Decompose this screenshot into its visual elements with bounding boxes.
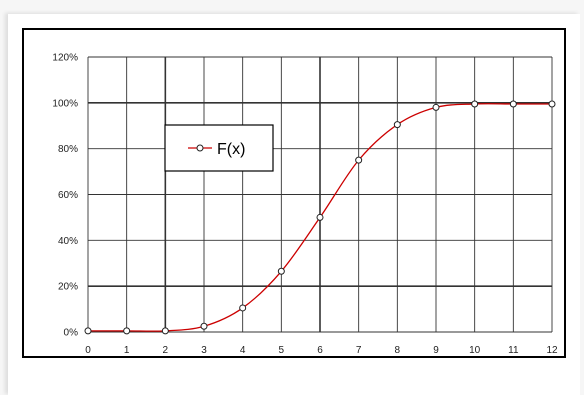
x-tick-label: 0: [85, 345, 91, 356]
data-point-marker: [124, 328, 130, 334]
data-point-marker: [201, 323, 207, 329]
y-tick-label: 20%: [58, 282, 78, 293]
y-tick-label: 80%: [58, 144, 78, 155]
x-tick-label: 11: [508, 345, 519, 356]
x-tick-label: 9: [433, 345, 439, 356]
y-tick-label: 0%: [64, 328, 79, 339]
data-point-marker: [394, 122, 400, 128]
y-axis-tick-labels: 0% 20% 40% 60% 80% 100% 120%: [52, 53, 78, 339]
x-tick-label: 5: [279, 345, 285, 356]
data-point-marker: [356, 157, 362, 163]
x-tick-label: 1: [124, 345, 130, 356]
x-tick-label: 7: [356, 345, 362, 356]
legend: F(x): [165, 125, 273, 171]
data-point-marker: [433, 104, 439, 110]
data-point-marker: [510, 101, 516, 107]
x-tick-label: 2: [163, 345, 169, 356]
x-axis-tick-labels: 0 1 2 3 4 5 6 7 8 9 10 11 12: [85, 345, 558, 356]
x-tick-label: 3: [201, 345, 207, 356]
x-tick-label: 8: [395, 345, 401, 356]
y-tick-label: 120%: [52, 53, 78, 64]
y-tick-label: 100%: [52, 98, 78, 109]
data-point-marker: [162, 328, 168, 334]
data-point-marker: [278, 268, 284, 274]
legend-label-fx: F(x): [217, 141, 245, 158]
data-point-marker: [472, 101, 478, 107]
data-point-marker: [240, 305, 246, 311]
x-tick-label: 12: [546, 345, 558, 356]
y-tick-label: 40%: [58, 236, 78, 247]
x-tick-label: 10: [469, 345, 481, 356]
x-tick-label: 6: [317, 345, 323, 356]
legend-marker: [197, 145, 203, 151]
x-tick-label: 4: [240, 345, 246, 356]
data-point-marker: [549, 101, 555, 107]
grid-lines: [88, 57, 552, 332]
data-point-marker: [317, 214, 323, 220]
data-point-marker: [85, 328, 91, 334]
y-tick-label: 60%: [58, 190, 78, 201]
